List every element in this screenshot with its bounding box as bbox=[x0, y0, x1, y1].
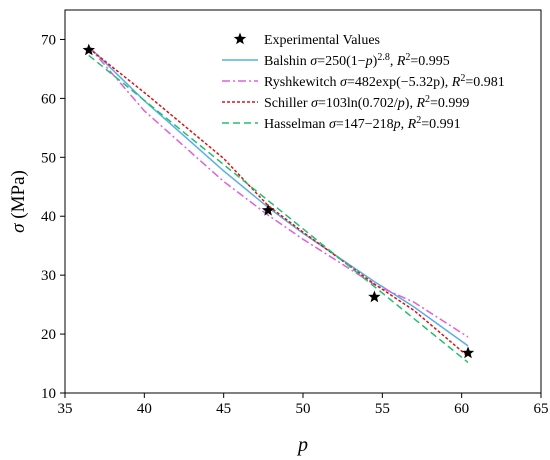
legend-label-balshin: Balshin σ=250(1−p)2.8, R2=0.995 bbox=[264, 52, 450, 69]
x-axis-title: p bbox=[296, 434, 308, 456]
y-tick-label: 40 bbox=[41, 209, 56, 225]
experimental-markers bbox=[82, 43, 475, 359]
x-tick-label: 50 bbox=[296, 401, 311, 417]
experimental-point bbox=[461, 346, 475, 359]
legend-label-schiller: Schiller σ=103ln(0.702/p), R2=0.999 bbox=[264, 94, 469, 111]
y-tick-label: 50 bbox=[41, 150, 56, 166]
y-tick-label: 20 bbox=[41, 327, 56, 343]
x-tick-label: 40 bbox=[137, 401, 152, 417]
legend-marker-experimental bbox=[233, 32, 247, 45]
series-group bbox=[88, 45, 469, 363]
y-axis-unit: (MPa) bbox=[8, 170, 29, 223]
x-tick-label: 35 bbox=[58, 401, 73, 417]
y-tick-label: 10 bbox=[41, 386, 56, 402]
y-axis-title: σ (MPa) bbox=[8, 170, 29, 233]
legend-label-hasselman: Hasselman σ=147−218p, R2=0.991 bbox=[264, 115, 461, 132]
series-line-schiller bbox=[88, 47, 469, 358]
experimental-point bbox=[82, 43, 95, 56]
series-line-balshin bbox=[88, 45, 469, 347]
y-tick-label: 70 bbox=[41, 32, 56, 48]
x-tick-label: 65 bbox=[534, 401, 549, 417]
legend-label-experimental: Experimental Values bbox=[264, 33, 380, 48]
axes: 35 40 45 50 55 60 65 10 20 30 40 50 60 70 bbox=[41, 32, 549, 417]
legend: Experimental Values Balshin σ=250(1−p)2.8… bbox=[222, 32, 505, 132]
y-tick-label: 60 bbox=[41, 91, 56, 107]
series-line-ryshkewitch bbox=[88, 46, 469, 338]
experimental-point bbox=[261, 203, 275, 216]
experimental-point bbox=[368, 290, 381, 303]
x-tick-label: 60 bbox=[454, 401, 469, 417]
x-tick-label: 45 bbox=[216, 401, 231, 417]
series-line-hasselman bbox=[88, 54, 469, 363]
y-tick-label: 30 bbox=[41, 268, 56, 284]
x-tick-label: 55 bbox=[375, 401, 390, 417]
y-axis-symbol: σ bbox=[8, 223, 29, 233]
legend-label-ryshkewitch: Ryshkewitch σ=482exp(−5.32p), R2=0.981 bbox=[264, 73, 505, 90]
